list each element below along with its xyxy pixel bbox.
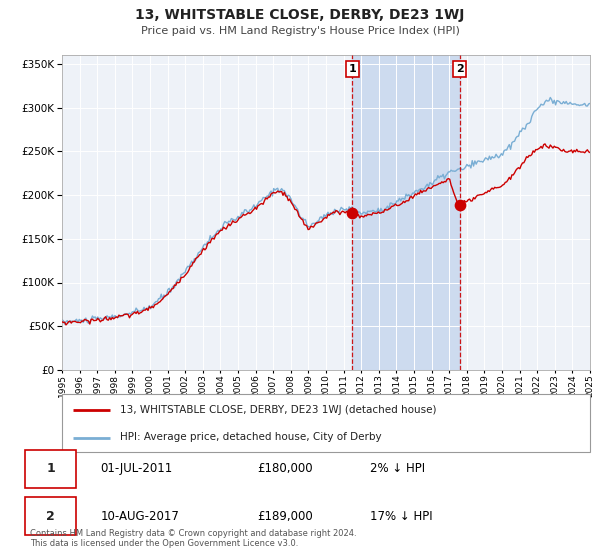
Text: 1: 1: [46, 462, 55, 475]
Text: 1: 1: [349, 64, 356, 74]
Text: 13, WHITSTABLE CLOSE, DERBY, DE23 1WJ (detached house): 13, WHITSTABLE CLOSE, DERBY, DE23 1WJ (d…: [120, 405, 437, 416]
FancyBboxPatch shape: [62, 394, 590, 452]
Bar: [352, 55, 460, 370]
Point: [455, 200, 464, 209]
Text: 2: 2: [456, 64, 464, 74]
Text: 13, WHITSTABLE CLOSE, DERBY, DE23 1WJ: 13, WHITSTABLE CLOSE, DERBY, DE23 1WJ: [136, 8, 464, 22]
Text: £189,000: £189,000: [257, 510, 313, 522]
Text: 01-JUL-2011: 01-JUL-2011: [100, 462, 172, 475]
Text: 2% ↓ HPI: 2% ↓ HPI: [370, 462, 425, 475]
Text: 10-AUG-2017: 10-AUG-2017: [100, 510, 179, 522]
Text: HPI: Average price, detached house, City of Derby: HPI: Average price, detached house, City…: [120, 432, 382, 442]
Text: Price paid vs. HM Land Registry's House Price Index (HPI): Price paid vs. HM Land Registry's House …: [140, 26, 460, 36]
FancyBboxPatch shape: [25, 497, 76, 535]
FancyBboxPatch shape: [25, 450, 76, 488]
Text: 17% ↓ HPI: 17% ↓ HPI: [370, 510, 433, 522]
Point: [347, 208, 357, 217]
Text: 2: 2: [46, 510, 55, 522]
Text: Contains HM Land Registry data © Crown copyright and database right 2024.
This d: Contains HM Land Registry data © Crown c…: [30, 529, 356, 548]
Text: £180,000: £180,000: [257, 462, 313, 475]
